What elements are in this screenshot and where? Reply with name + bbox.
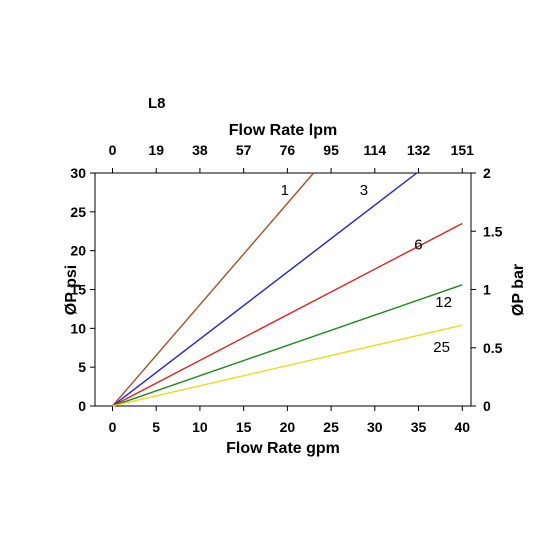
x-tick-label: 20 bbox=[280, 419, 296, 435]
y-tick-label: 20 bbox=[70, 243, 86, 259]
series-labels: 1 3 6 12 25 bbox=[281, 182, 452, 356]
y-tick-label: 30 bbox=[70, 165, 86, 181]
top-tick-label: 0 bbox=[109, 142, 117, 158]
series-line-3 bbox=[112, 172, 418, 407]
top-tick-label: 76 bbox=[280, 142, 296, 158]
series-label-6: 6 bbox=[414, 236, 422, 253]
x-tick-label: 40 bbox=[454, 419, 470, 435]
y-axis-title: ØP psi bbox=[63, 265, 80, 315]
series-lines bbox=[111, 172, 463, 407]
x-tick-label: 35 bbox=[411, 419, 427, 435]
x-tick-label: 25 bbox=[323, 419, 339, 435]
axis-ticks: 0051910381557207625953011435132401510510… bbox=[70, 142, 502, 435]
y-tick-label: 0 bbox=[78, 398, 86, 414]
series-line-6 bbox=[112, 222, 463, 407]
right-tick-label: 0.5 bbox=[483, 340, 503, 356]
x-axis-title: Flow Rate gpm bbox=[226, 440, 340, 457]
right-tick-label: 1 bbox=[483, 282, 491, 298]
top-tick-label: 38 bbox=[192, 142, 208, 158]
right-tick-label: 1.5 bbox=[483, 223, 503, 239]
x-tick-label: 0 bbox=[109, 419, 117, 435]
series-label-1: 1 bbox=[281, 182, 289, 199]
chart-title: L8 bbox=[148, 95, 166, 112]
y-tick-label: 5 bbox=[78, 359, 86, 375]
series-label-3: 3 bbox=[360, 182, 368, 199]
right-axis-title: ØP bar bbox=[510, 264, 527, 316]
series-label-12: 12 bbox=[435, 294, 452, 311]
right-tick-label: 0 bbox=[483, 398, 491, 414]
x-tick-label: 10 bbox=[192, 419, 208, 435]
top-tick-label: 132 bbox=[407, 142, 431, 158]
y-tick-label: 15 bbox=[70, 282, 86, 298]
top-tick-label: 19 bbox=[148, 142, 164, 158]
top-tick-label: 114 bbox=[364, 142, 387, 158]
y-tick-label: 10 bbox=[70, 320, 86, 336]
x-tick-label: 30 bbox=[367, 419, 383, 435]
series-line-12 bbox=[112, 284, 463, 407]
right-tick-label: 2 bbox=[483, 165, 491, 181]
top-tick-label: 95 bbox=[323, 142, 339, 158]
x-tick-label: 5 bbox=[152, 419, 160, 435]
series-line-25 bbox=[112, 324, 463, 407]
series-label-25: 25 bbox=[433, 339, 450, 356]
top-tick-label: 151 bbox=[451, 142, 475, 158]
top-tick-label: 57 bbox=[236, 142, 252, 158]
x-tick-label: 15 bbox=[236, 419, 252, 435]
y-tick-label: 25 bbox=[70, 204, 86, 220]
top-axis-title: Flow Rate lpm bbox=[229, 122, 337, 139]
series-line-1 bbox=[111, 172, 315, 407]
